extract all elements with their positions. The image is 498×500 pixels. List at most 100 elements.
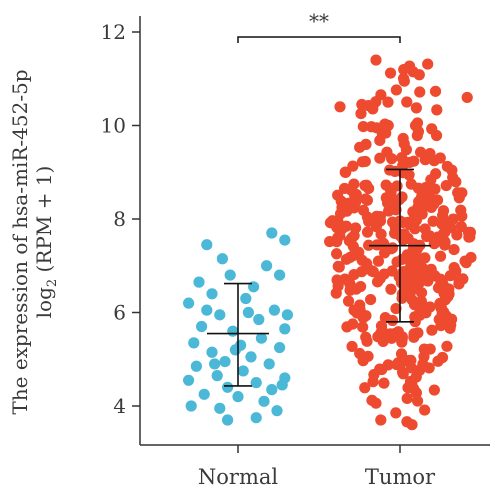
data-point-tumor xyxy=(332,189,344,201)
data-point-tumor xyxy=(418,351,430,363)
data-point-normal xyxy=(261,260,273,272)
data-point-normal xyxy=(274,269,286,281)
data-point-normal xyxy=(266,384,278,396)
data-point-normal xyxy=(240,292,252,305)
data-point-tumor xyxy=(361,335,373,347)
x-tick-label-tumor: Tumor xyxy=(365,465,436,489)
data-point-normal xyxy=(188,337,200,349)
data-point-tumor xyxy=(396,191,408,203)
data-point-tumor xyxy=(398,75,410,87)
data-point-normal xyxy=(219,355,231,368)
data-point-tumor xyxy=(424,301,436,313)
data-point-tumor xyxy=(346,340,358,353)
data-point-tumor xyxy=(434,273,447,285)
data-point-tumor xyxy=(464,226,477,238)
data-point-tumor xyxy=(411,117,424,129)
data-point-tumor xyxy=(342,295,355,307)
data-point-tumor xyxy=(370,54,382,66)
data-point-tumor xyxy=(377,335,389,348)
data-point-normal xyxy=(224,269,236,281)
data-point-tumor xyxy=(426,324,438,336)
data-point-normal xyxy=(245,351,257,363)
data-point-tumor xyxy=(359,179,371,192)
data-point-tumor xyxy=(341,321,353,333)
data-point-normal xyxy=(183,374,195,386)
data-point-tumor xyxy=(434,298,446,310)
data-point-normal xyxy=(185,400,197,412)
data-point-tumor xyxy=(355,107,367,120)
data-point-tumor xyxy=(411,395,424,407)
data-point-tumor xyxy=(437,209,449,221)
y-axis-label-line1: The expression of hsa-miR-452-5p xyxy=(8,69,32,414)
data-point-tumor xyxy=(361,211,374,223)
data-point-tumor xyxy=(349,196,362,208)
data-point-tumor xyxy=(440,179,452,192)
data-point-tumor xyxy=(439,226,451,238)
data-point-tumor xyxy=(357,321,369,333)
data-point-tumor xyxy=(444,322,456,334)
data-point-tumor xyxy=(339,166,351,178)
data-point-tumor xyxy=(434,250,447,262)
data-point-tumor xyxy=(361,194,373,206)
data-point-tumor xyxy=(366,265,378,277)
data-point-tumor xyxy=(384,67,397,79)
data-point-tumor xyxy=(375,89,387,101)
y-axis-label-log: log xyxy=(32,287,56,318)
data-point-tumor xyxy=(386,153,398,165)
data-point-normal xyxy=(183,297,195,309)
data-point-tumor xyxy=(404,255,416,268)
data-point-tumor xyxy=(424,343,436,355)
data-point-tumor xyxy=(419,404,431,416)
data-point-tumor xyxy=(354,347,366,360)
data-point-tumor xyxy=(343,277,356,289)
data-point-tumor xyxy=(378,377,390,389)
data-point-tumor xyxy=(412,256,424,268)
y-tick-label-8: 8 xyxy=(113,207,126,231)
data-point-tumor xyxy=(410,102,422,114)
data-point-tumor xyxy=(343,235,355,247)
data-point-tumor xyxy=(396,288,408,300)
data-point-tumor xyxy=(333,261,345,273)
data-point-normal xyxy=(250,377,262,389)
data-point-tumor xyxy=(454,188,466,201)
data-point-tumor xyxy=(379,312,391,324)
data-point-tumor xyxy=(450,176,462,188)
data-point-tumor xyxy=(456,210,468,222)
data-point-tumor xyxy=(339,220,352,232)
data-point-tumor xyxy=(348,304,360,316)
labels: The expression of hsa-miR-452-5p log2 (R… xyxy=(8,9,329,415)
data-point-tumor xyxy=(428,198,440,210)
data-point-tumor xyxy=(441,340,453,352)
data-point-tumor xyxy=(416,190,428,203)
data-point-tumor xyxy=(398,228,410,240)
data-point-normal xyxy=(279,234,291,246)
data-point-tumor xyxy=(374,152,386,164)
data-point-tumor xyxy=(361,226,374,238)
data-point-normal xyxy=(216,253,228,265)
x-tick-label-normal: Normal xyxy=(198,465,278,489)
data-point-normal xyxy=(253,313,265,326)
data-point-tumor xyxy=(375,414,387,426)
data-point-tumor xyxy=(401,96,413,108)
data-point-tumor xyxy=(461,91,473,104)
data-point-tumor xyxy=(439,239,451,251)
plot-area xyxy=(183,54,477,431)
data-point-normal xyxy=(196,320,208,333)
data-point-tumor xyxy=(393,271,405,283)
data-point-tumor xyxy=(427,215,439,227)
data-point-tumor xyxy=(370,397,382,409)
data-point-tumor xyxy=(356,98,368,111)
significance-bracket xyxy=(237,36,401,43)
data-point-normal xyxy=(214,309,226,321)
data-point-normal xyxy=(281,309,293,321)
data-point-tumor xyxy=(408,330,420,342)
data-point-normal xyxy=(198,388,210,400)
data-point-tumor xyxy=(334,101,346,113)
data-point-tumor xyxy=(378,247,391,259)
data-point-tumor xyxy=(383,205,395,217)
data-point-normal xyxy=(227,325,239,337)
data-point-normal xyxy=(222,414,234,426)
data-point-normal xyxy=(193,276,205,288)
data-point-normal xyxy=(242,306,254,319)
